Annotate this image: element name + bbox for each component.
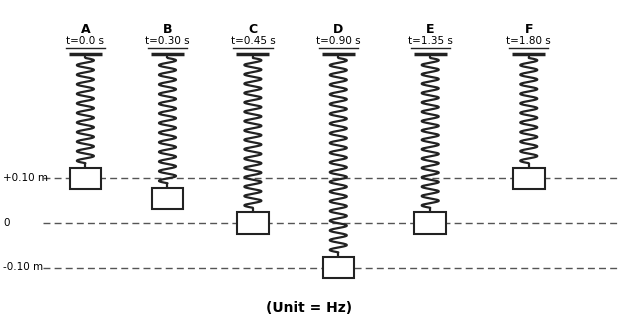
Text: -0.10 m: -0.10 m [3,263,44,273]
Text: (Unit = Hz): (Unit = Hz) [266,301,352,315]
FancyBboxPatch shape [323,257,354,278]
Text: t=1.35 s: t=1.35 s [408,36,452,46]
Text: B: B [163,23,172,36]
Text: 0: 0 [3,218,10,228]
Text: C: C [248,23,258,36]
Text: F: F [525,23,533,36]
Text: t=1.80 s: t=1.80 s [507,36,551,46]
Text: t=0.90 s: t=0.90 s [316,36,361,46]
Text: A: A [80,23,90,36]
Text: E: E [426,23,434,36]
FancyBboxPatch shape [513,168,545,189]
Text: D: D [333,23,343,36]
Text: t=0.30 s: t=0.30 s [145,36,190,46]
FancyBboxPatch shape [70,168,101,189]
Text: +0.10 m: +0.10 m [3,173,48,183]
FancyBboxPatch shape [237,212,269,234]
Text: t=0.45 s: t=0.45 s [230,36,275,46]
FancyBboxPatch shape [152,188,183,209]
FancyBboxPatch shape [414,212,446,234]
Text: t=0.0 s: t=0.0 s [66,36,104,46]
